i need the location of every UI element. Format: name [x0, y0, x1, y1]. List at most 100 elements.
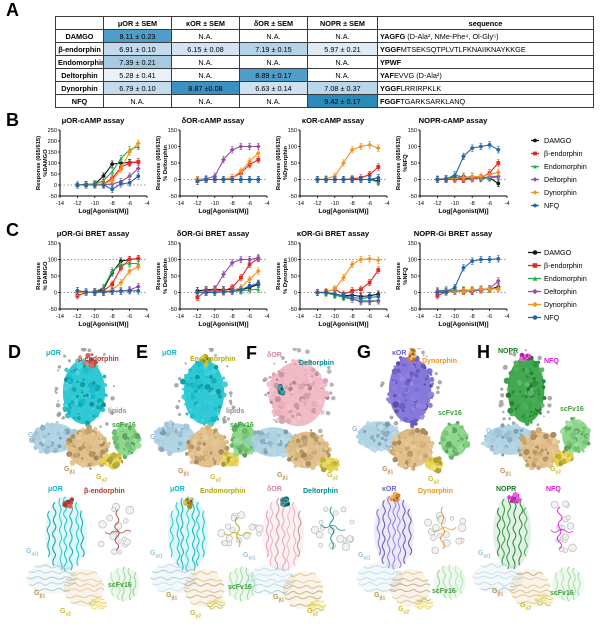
series-NFQ [315, 174, 381, 184]
svg-text:-10: -10 [211, 314, 219, 320]
structure-render [355, 348, 471, 474]
table-row: β-endorphin 6.91 ± 0.10 6.15 ± 0.08 7.19 ± … [55, 42, 594, 56]
svg-text:0: 0 [54, 183, 57, 189]
svg-text:-14: -14 [416, 201, 424, 207]
density-blob [250, 427, 299, 458]
svg-text:-12: -12 [433, 314, 441, 320]
chart-plot: -50 0 50 100 150 -14 -12 -10 -8 -6 -4 Response (665… [276, 128, 389, 215]
potency-cell: N.A. [239, 29, 308, 43]
spheres-blob [200, 353, 209, 367]
spheres-blob [62, 497, 75, 509]
svg-text:Response (665/615): Response (665/615) [396, 136, 402, 190]
svg-text:50: 50 [411, 274, 417, 280]
struct-label: μOR [46, 350, 61, 357]
potency-cell: 6.63 ± 0.14 [239, 81, 308, 95]
struct-label: Gβ1 [166, 592, 178, 602]
legend-item-DAMGO: DAMGO [528, 246, 587, 259]
legend-marker [531, 203, 539, 208]
svg-text:150: 150 [168, 241, 177, 247]
potency-cell: 6.91 ± 0.10 [103, 42, 172, 56]
chart-nopr-camp-assay: NOPR-cAMP assay -50 0 50 100 150 -14 -12 -10 -8 -6… [393, 116, 513, 218]
struct-label: scFv16 [432, 588, 456, 595]
ribbon-blob [246, 564, 296, 596]
struct-label: Gβ1 [64, 466, 76, 476]
struct-label: δOR [267, 486, 282, 493]
svg-text:-6: -6 [367, 201, 372, 207]
spheres-blob [83, 353, 98, 369]
struct-label: NOPR [498, 348, 519, 355]
legend-bret: DAMGO β-endorphin Endomorphin Deltorphin Dyn… [528, 246, 587, 324]
svg-text:-12: -12 [73, 201, 81, 207]
chart-κor-gi-bret-assay: κOR-Gi BRET assay -50 0 50 100 150 -14 -12 -10 -8… [273, 229, 393, 331]
legend-marker [528, 263, 541, 268]
svg-text:-12: -12 [313, 201, 321, 207]
structure-render [472, 491, 584, 607]
potency-cell: N.A. [171, 68, 240, 82]
density-blob [319, 457, 341, 473]
svg-text:Response: Response [276, 261, 282, 289]
svg-text:-8: -8 [350, 314, 355, 320]
legend-item-Deltorphin: Deltorphin [528, 285, 587, 298]
potency-cell: 8.87 ±0.08 [171, 81, 240, 95]
potency-cell: 7.08 ± 0.37 [307, 81, 378, 95]
column-header: μOR ± SEM [103, 16, 172, 30]
struct-label: Gγ2 [210, 474, 222, 484]
struct-label: Gαi1 [243, 552, 256, 562]
svg-text:100: 100 [168, 145, 177, 151]
svg-text:%Dynorphin: %Dynorphin [283, 145, 289, 180]
legend-item-Dynorphin: Dynorphin [528, 186, 587, 199]
struct-label: Gγ2 [520, 602, 532, 612]
chart-title: κOR-Gi BRET assay [296, 229, 370, 238]
svg-text:50: 50 [171, 274, 177, 280]
svg-text:0: 0 [294, 178, 297, 184]
potency-cell: N.A. [171, 55, 240, 69]
svg-text:% Deltorphin: % Deltorphin [163, 145, 169, 181]
struct-label: scFv16 [560, 406, 584, 413]
svg-text:-4: -4 [265, 201, 270, 207]
svg-text:-14: -14 [296, 201, 304, 207]
structure-render [356, 491, 467, 610]
svg-text:Response: Response [396, 261, 402, 289]
chart-plot: -50 0 50 100 150 -14 -12 -10 -8 -6 -4 Response% DAM… [36, 241, 149, 328]
legend-marker [528, 315, 541, 320]
ribbon-blob [552, 566, 584, 602]
structure-F-ribbon: δOR Deltorphin Gαi1 Gβ1 Gγ2 [243, 486, 361, 622]
structure-render [153, 348, 260, 468]
svg-text:0: 0 [174, 178, 177, 184]
svg-text:-4: -4 [505, 314, 510, 320]
svg-text:%DAMGO: %DAMGO [43, 149, 49, 177]
svg-text:-14: -14 [56, 314, 64, 320]
chart-δor-gi-bret-assay: δOR-Gi BRET assay -50 0 50 100 150 -14 -12 -10 -8… [153, 229, 273, 331]
struct-label: NOPR [496, 486, 517, 493]
ribbon-blob [45, 496, 87, 572]
mesh-blob [550, 500, 577, 554]
density-blob [552, 449, 574, 467]
svg-text:150: 150 [48, 150, 57, 156]
ribbon-blob [534, 593, 554, 607]
svg-text:150: 150 [288, 241, 297, 247]
struct-label: Gβ1 [273, 594, 285, 604]
svg-text:-4: -4 [505, 201, 510, 207]
svg-text:-50: -50 [409, 307, 417, 313]
svg-text:100: 100 [408, 258, 417, 264]
sequence-cell: YAFEVVG (D-Ala²) [377, 68, 594, 82]
svg-text:0: 0 [174, 291, 177, 297]
svg-text:50: 50 [411, 161, 417, 167]
density-blob [438, 420, 471, 460]
svg-text:150: 150 [288, 128, 297, 134]
svg-text:-8: -8 [110, 201, 115, 207]
column-header: κOR ± SEM [171, 16, 240, 30]
structure-G-map: κOR Dynorphin scFv16 Gαi1 Gβ1 Gγ2 [352, 348, 476, 485]
svg-text:-4: -4 [385, 314, 390, 320]
structure-render [29, 348, 142, 470]
svg-text:-50: -50 [169, 307, 177, 313]
chart-κor-camp-assay: κOR-cAMP assay -50 0 50 100 150 -14 -12 -10 -8 -6-… [273, 116, 393, 218]
mesh-blob [97, 502, 135, 555]
density-blob [184, 424, 230, 468]
svg-text:0: 0 [414, 291, 417, 297]
struct-label: μOR [48, 486, 63, 493]
svg-text:-12: -12 [313, 314, 321, 320]
chart-title: μOR-cAMP assay [61, 116, 125, 125]
svg-text:-14: -14 [296, 314, 304, 320]
svg-text:Log[Agonist(M)]: Log[Agonist(M)] [78, 208, 128, 215]
